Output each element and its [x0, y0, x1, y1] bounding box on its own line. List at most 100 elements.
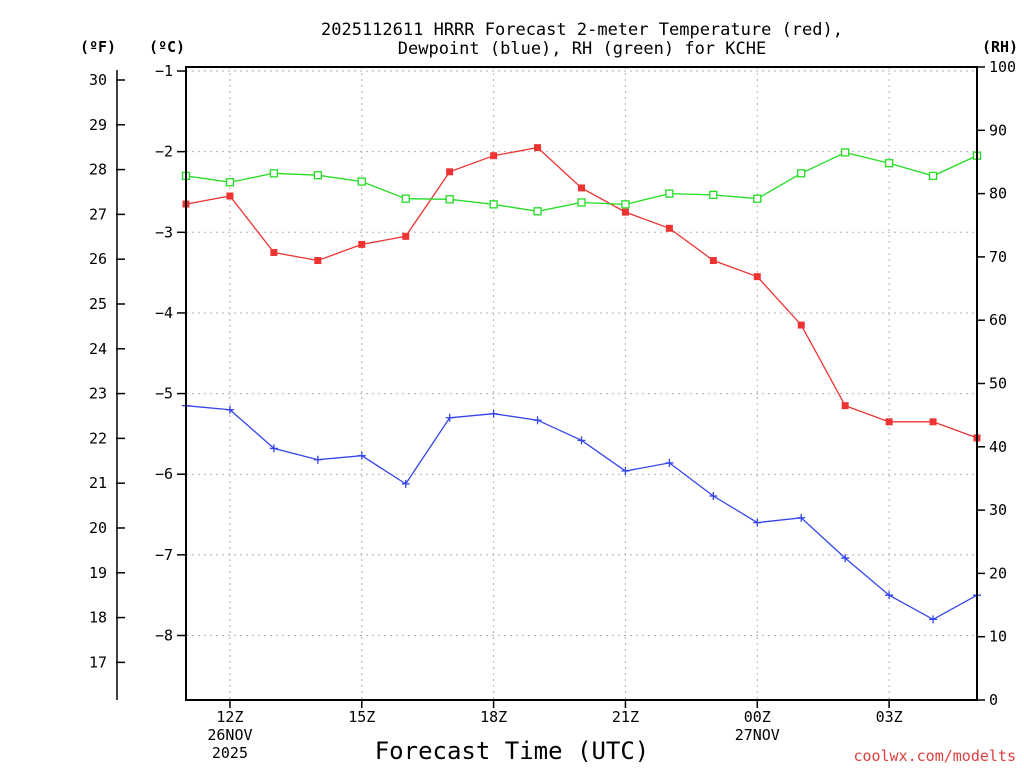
chart-title-line-2: Dewpoint (blue), RH (green) for KCHE — [398, 39, 766, 59]
rh-tick-label: 80 — [989, 185, 1007, 203]
dewpoint-point — [753, 518, 762, 527]
rh-point — [709, 190, 718, 200]
chart-title-line-1: 2025112611 HRRR Forecast 2-meter Tempera… — [321, 20, 843, 40]
temperature-point — [226, 192, 234, 200]
rh-point — [225, 178, 235, 187]
dewpoint-point — [533, 416, 542, 425]
temperature-point — [885, 418, 893, 426]
temperature-point — [270, 248, 278, 256]
rh-point — [445, 195, 454, 204]
dewpoint-point — [489, 409, 498, 418]
x-tick-label: 2025 — [212, 744, 248, 762]
x-tick-label: 00Z — [744, 708, 771, 726]
celsius-unit-label: (ºC) — [149, 38, 185, 56]
rh-point — [665, 189, 674, 198]
temperature-point — [490, 152, 498, 160]
fahrenheit-tick-label: 21 — [89, 474, 107, 492]
rh-point — [621, 200, 630, 209]
rh-tick-label: 40 — [989, 438, 1007, 456]
x-tick-label: 03Z — [876, 708, 903, 726]
rh-point — [884, 159, 894, 168]
dewpoint-point — [445, 413, 454, 422]
x-axis-label: Forecast Time (UTC) — [375, 737, 650, 765]
fahrenheit-tick-label: 22 — [89, 429, 107, 447]
temperature-point — [753, 273, 761, 281]
celsius-tick-label: −4 — [155, 304, 173, 322]
rh-tick-label: 70 — [989, 248, 1007, 266]
fahrenheit-tick-label: 28 — [89, 161, 107, 179]
dewpoint-point — [665, 458, 674, 467]
rh-point — [841, 148, 850, 157]
celsius-tick-label: −3 — [155, 223, 173, 241]
x-tick-label: 21Z — [612, 708, 639, 726]
temperature-point — [621, 208, 629, 216]
temperature-point — [929, 418, 937, 426]
x-tick-label: 26NOV — [207, 726, 252, 744]
celsius-tick-label: −8 — [155, 626, 173, 644]
rh-point — [357, 177, 366, 186]
fahrenheit-tick-label: 23 — [89, 385, 107, 403]
temperature-point — [578, 184, 585, 192]
rh-tick-label: 90 — [989, 121, 1007, 139]
dewpoint-point — [269, 444, 278, 453]
celsius-tick-label: −1 — [155, 62, 173, 80]
rh-point — [313, 171, 322, 180]
fahrenheit-tick-label: 20 — [89, 519, 107, 537]
rh-point — [753, 194, 762, 203]
celsius-tick-label: −2 — [155, 143, 173, 161]
celsius-tick-label: −5 — [155, 385, 173, 403]
dewpoint-point — [225, 405, 234, 414]
dewpoint-point — [313, 455, 322, 464]
fahrenheit-tick-label: 30 — [89, 71, 107, 89]
temperature-point — [314, 257, 322, 265]
celsius-tick-label: −7 — [155, 546, 173, 564]
fahrenheit-tick-label: 29 — [89, 116, 107, 134]
dewpoint-point — [929, 615, 938, 624]
temperature-point — [665, 224, 673, 232]
dewpoint-point — [357, 451, 366, 460]
grid — [186, 67, 977, 700]
rh-tick-label: 30 — [989, 501, 1007, 519]
rh-tick-label: 50 — [989, 375, 1007, 393]
fahrenheit-tick-label: 25 — [89, 295, 107, 313]
rh-point — [577, 198, 586, 207]
rh-tick-label: 0 — [989, 691, 998, 709]
rh-tick-label: 10 — [989, 628, 1007, 646]
rh-unit-label: (RH) — [982, 38, 1018, 56]
dewpoint-point — [709, 491, 718, 500]
x-tick-label: 18Z — [480, 708, 507, 726]
credit-text: coolwx.com/modelts — [853, 747, 1016, 765]
temperature-point — [797, 321, 805, 329]
fahrenheit-tick-label: 27 — [89, 205, 107, 223]
rh-point — [489, 200, 498, 209]
temperature-point — [358, 240, 366, 248]
temperature-point — [841, 402, 849, 410]
rh-point — [269, 169, 279, 178]
rh-point — [797, 169, 806, 178]
temperature-point — [446, 168, 454, 176]
fahrenheit-tick-label: 19 — [89, 564, 107, 582]
rh-tick-label: 20 — [989, 564, 1007, 582]
x-tick-label: 15Z — [348, 708, 375, 726]
temperature-point — [402, 232, 410, 240]
temperature-point — [534, 144, 542, 152]
fahrenheit-tick-label: 17 — [89, 653, 107, 671]
series-layer — [181, 144, 982, 624]
rh-point — [533, 207, 542, 216]
dewpoint-point — [841, 554, 850, 563]
celsius-tick-label: −6 — [155, 465, 173, 483]
x-tick-label: 27NOV — [735, 726, 780, 744]
rh-tick-label: 60 — [989, 311, 1007, 329]
plot-frame — [185, 66, 978, 701]
fahrenheit-tick-label: 26 — [89, 250, 107, 268]
fahrenheit-unit-label: (ºF) — [80, 38, 116, 56]
dewpoint-point — [577, 436, 586, 445]
fahrenheit-tick-label: 18 — [89, 609, 107, 627]
dewpoint-point — [401, 479, 410, 488]
fahrenheit-tick-label: 24 — [89, 340, 107, 358]
rh-tick-label: 100 — [989, 58, 1016, 76]
rh-point — [401, 194, 410, 203]
dewpoint-point — [885, 591, 894, 600]
